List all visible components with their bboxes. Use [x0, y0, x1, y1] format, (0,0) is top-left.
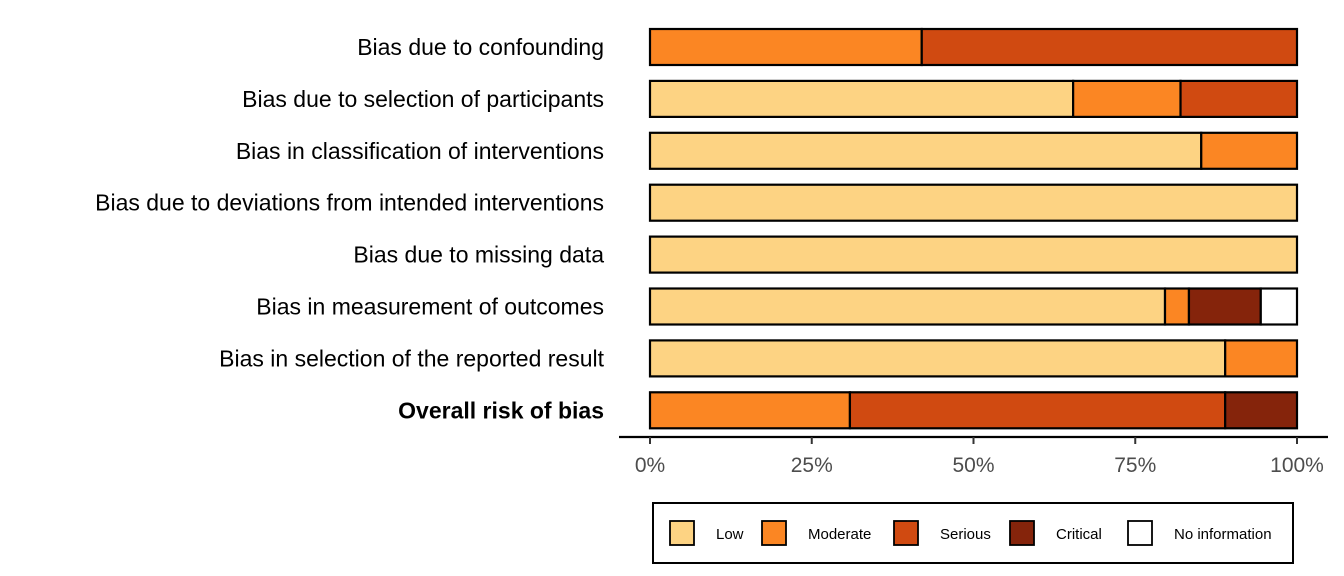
x-tick-label: 0% [635, 454, 665, 477]
bar-segment-low [648, 183, 1299, 222]
bar-row-bias-in-classification-of-interventions [648, 131, 1299, 170]
bar-segment-low [648, 79, 1075, 119]
legend-box [652, 502, 1294, 564]
bar-row-overall-risk-of-bias [648, 391, 1299, 430]
bar-row-bias-due-to-confounding [648, 27, 1299, 67]
bar-segment-serious [1179, 79, 1299, 119]
bar-segment-moderate [1072, 79, 1182, 119]
legend-label-critical: Critical [1056, 526, 1102, 543]
legend-item-serious: Serious [893, 520, 991, 546]
bar-segment-critical [1224, 391, 1299, 430]
category-label-bias-in-measurement-of-outcomes: Bias in measurement of outcomes [256, 294, 604, 320]
legend-label-no-information: No information [1174, 526, 1272, 543]
bar-segment-moderate [1224, 339, 1299, 378]
bar-row-bias-due-to-missing-data [648, 235, 1299, 274]
category-label-bias-due-to-confounding: Bias due to confounding [357, 34, 604, 60]
x-tick-label: 100% [1270, 454, 1324, 477]
category-label-overall-risk-of-bias: Overall risk of bias [398, 397, 604, 423]
bar-segment-no-information [1259, 287, 1299, 326]
bar-segment-moderate [648, 27, 923, 67]
legend-item-moderate: Moderate [761, 520, 871, 546]
bar-segment-serious [920, 27, 1299, 67]
category-label-bias-in-classification-of-interventions: Bias in classification of interventions [236, 138, 604, 164]
stacked-bars [648, 27, 1299, 430]
bar-row-bias-in-measurement-of-outcomes [648, 287, 1299, 326]
bar-row-bias-due-to-selection-of-participants [648, 79, 1299, 119]
category-label-bias-due-to-missing-data: Bias due to missing data [353, 242, 604, 268]
x-axis: 0% 25% 50% 75% 100% [619, 435, 1328, 477]
category-label-bias-due-to-selection-of-participants: Bias due to selection of participants [242, 86, 604, 112]
bar-segment-moderate [1163, 287, 1191, 326]
bar-segment-low [648, 131, 1203, 170]
legend-swatch-moderate [761, 520, 787, 546]
bar-segment-moderate [648, 391, 852, 430]
bar-segment-critical [1187, 287, 1262, 326]
bar-segment-low [648, 235, 1299, 274]
category-label-bias-due-to-deviations-from-intended-interventions: Bias due to deviations from intended int… [95, 190, 604, 216]
bar-segment-low [648, 287, 1167, 326]
bar-row-bias-in-selection-of-the-reported-result [648, 339, 1299, 378]
category-labels: Bias due to confounding Bias due to selec… [95, 34, 604, 423]
bar-segment-low [648, 339, 1227, 378]
legend-item-no-information: No information [1127, 520, 1272, 546]
x-tick-label: 25% [791, 454, 833, 477]
legend-label-moderate: Moderate [808, 526, 871, 543]
bar-row-bias-due-to-deviations-from-intended-interventions [648, 183, 1299, 222]
category-label-bias-in-selection-of-the-reported-result: Bias in selection of the reported result [219, 345, 604, 371]
legend-item-critical: Critical [1009, 520, 1102, 546]
legend-item-low: Low [669, 520, 744, 546]
legend: Low Moderate Serious Critical No information [652, 502, 1294, 564]
legend-label-serious: Serious [940, 526, 991, 543]
legend-swatch-low [669, 520, 695, 546]
bar-segment-serious [848, 391, 1227, 430]
legend-swatch-serious [893, 520, 919, 546]
x-tick-label: 75% [1114, 454, 1156, 477]
legend-swatch-critical [1009, 520, 1035, 546]
legend-label-low: Low [716, 526, 744, 543]
legend-swatch-no-information [1127, 520, 1153, 546]
x-tick-label: 50% [952, 454, 994, 477]
bar-segment-moderate [1200, 131, 1299, 170]
